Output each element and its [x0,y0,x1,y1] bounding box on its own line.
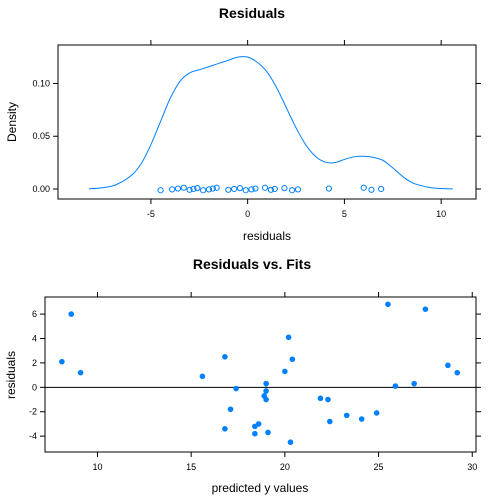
rug-point [248,186,255,193]
rug-point [271,185,278,193]
rug-point [174,185,182,192]
scatter-point [265,429,271,436]
scatter-point [325,396,331,403]
scatter-point [287,439,294,446]
y-tick-label: 0.10 [32,79,50,89]
rug-point [225,186,232,193]
scatter-y-axis-label: residuals [4,351,18,399]
rug-point [194,185,201,192]
scatter-point [222,354,228,360]
scatter-point [227,406,234,413]
x-tick-label: 0 [245,209,250,219]
density-curve [88,56,453,190]
rug-point [360,184,367,191]
scatter-points [59,301,461,446]
rug-point [289,187,296,194]
y-tick-label: 4 [32,333,37,343]
y-tick-label: 0.00 [32,184,50,194]
scatter-point [263,380,269,387]
rug-point [200,187,207,194]
scatter-point [358,416,365,422]
scatter-point [422,306,429,313]
rug-point [190,185,197,193]
y-tick-label: 0.05 [32,131,50,141]
y-tick-label: -2 [29,407,37,417]
rug-points [157,184,385,194]
rug-point [169,186,176,193]
rug-point [325,185,333,192]
rug-point [209,185,216,192]
rug-point [368,186,375,193]
rug-point [261,184,269,191]
scatter-point [233,385,239,392]
rug-point [186,186,193,193]
scatter-point [77,369,84,376]
rug-point [180,184,187,191]
scatter-x-axis-label: predicted y values [212,481,309,495]
residuals-vs-fits-panel: Residuals vs. Fits 10 15 20 25 30 -4 -2 0 2 4 6 pr… [4,256,481,495]
density-axis-ticks [53,40,481,204]
scatter-point [68,311,75,317]
density-y-axis-label: Density [5,102,19,142]
scatter-point [252,430,258,437]
rug-point [242,187,249,194]
density-plot-frame [57,44,477,200]
y-tick-label: 0 [32,382,37,392]
scatter-point [282,368,288,375]
x-tick-label: 10 [92,462,102,472]
rug-point [205,186,213,193]
rug-point [281,185,288,192]
x-tick-label: -5 [147,209,155,219]
scatter-point [327,418,333,425]
x-tick-label: 5 [342,209,347,219]
scatter-point [222,426,228,432]
density-x-axis-label: residuals [243,229,291,243]
scatter-point [263,396,269,403]
rug-point [157,187,164,194]
rug-point [294,186,302,193]
scatter-point [317,395,324,402]
scatter-point [454,369,461,376]
scatter-point [445,362,451,369]
x-tick-label: 25 [374,462,384,472]
x-tick-label: 30 [467,462,477,472]
scatter-point [385,301,391,308]
scatter-point [263,388,269,394]
scatter-tick-labels: 10 15 20 25 30 -4 -2 0 2 4 6 [29,309,477,472]
density-title: Residuals [219,5,285,21]
scatter-point [255,421,262,427]
scatter-plot-frame [44,296,477,453]
scatter-point [373,410,380,416]
scatter-point [285,334,292,341]
rug-point [378,185,385,193]
y-tick-label: 6 [32,309,37,319]
residuals-density-panel: Residuals -5 0 5 10 0.00 0.05 0.10 residuals D… [5,5,481,243]
y-tick-label: 2 [32,358,37,368]
rug-point [236,185,244,192]
scatter-point [411,380,417,387]
scatter-title: Residuals vs. Fits [193,256,311,272]
x-tick-label: 20 [280,462,290,472]
scatter-point [199,373,206,380]
scatter-point [343,412,350,419]
scatter-point [392,383,399,389]
density-tick-labels: -5 0 5 10 0.00 0.05 0.10 [32,79,446,220]
x-tick-label: 10 [436,209,446,219]
rug-point [213,184,220,191]
x-tick-label: 15 [186,462,196,472]
rug-point [231,185,238,193]
scatter-point [289,356,296,363]
rug-point [252,185,259,192]
rug-point [267,186,274,193]
scatter-axis-ticks [40,292,481,457]
y-tick-label: -4 [29,431,37,441]
scatter-point [59,358,65,365]
